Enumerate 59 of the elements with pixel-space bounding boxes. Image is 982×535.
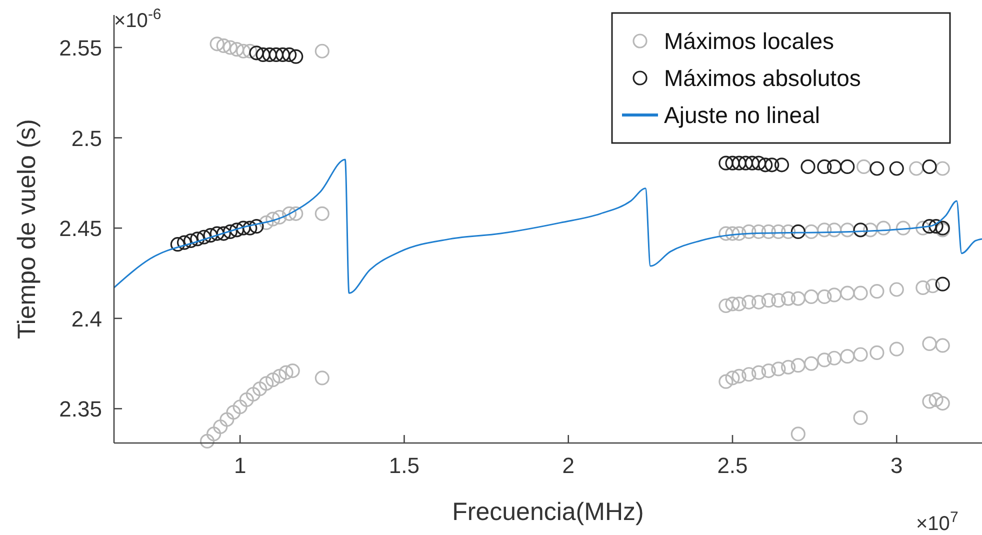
point [190,232,205,246]
point [275,47,290,62]
point [751,156,766,170]
point [935,276,950,292]
point [732,156,746,170]
point [800,159,816,174]
point [840,159,855,174]
point [889,161,904,176]
point [758,158,773,172]
point [928,218,944,234]
text: ×10$^{7}$ [916,508,958,535]
point [870,161,884,176]
legend-label: Máximos absolutos [664,65,861,91]
point [203,228,218,243]
y-axis-title: Tiempo de vuelo (s) [13,119,41,339]
point [176,235,192,250]
point [718,156,734,170]
point [774,158,790,172]
point [184,233,198,248]
y-tick-label: 2.5 [71,126,102,151]
y-tick-label: 2.4 [71,306,102,332]
point [262,47,277,62]
x-tick-label: 3 [890,453,903,478]
point [256,47,270,62]
point [817,159,832,174]
x-tick-label: 1.5 [388,453,420,478]
point [242,220,258,236]
point [764,158,780,172]
point [738,156,753,170]
point [268,47,284,62]
x-tick-label: 2 [562,453,574,478]
point [744,156,760,170]
point [196,230,212,244]
y-tick-label: 2.45 [59,216,102,242]
point [249,218,264,234]
line-series [113,158,982,294]
point [236,220,251,236]
point [216,226,231,241]
point [790,224,806,240]
x-tick-label: 1 [234,453,246,478]
annotation: ×10$^{-6}$ [114,6,162,32]
y-tick-label: 2.55 [59,36,102,61]
legend-label: Ajuste no lineal [664,102,820,128]
x-tick-label: 2.5 [717,453,748,478]
point [229,222,244,238]
point [288,49,304,64]
point [853,222,868,238]
x-axis-title: Frecuencia(MHz) [452,498,644,526]
point [922,218,937,234]
point [249,46,264,60]
legend-label: Máximos locales [664,28,834,54]
point [922,159,937,174]
y-tick-label: 2.35 [59,396,102,422]
point [210,226,224,241]
point [170,237,185,252]
point [282,47,297,62]
point [725,156,740,170]
point [222,224,238,240]
point [826,159,842,174]
